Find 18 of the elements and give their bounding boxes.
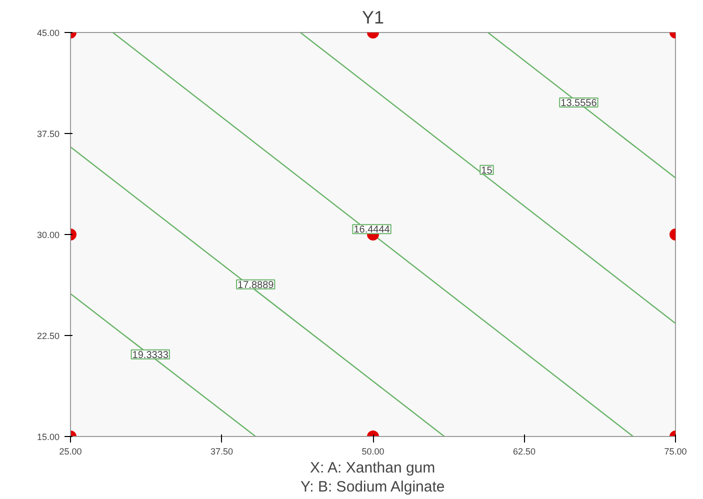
x-tick-label: 75.00 (664, 446, 687, 456)
text: Y: B: Sodium Alginate (300, 478, 445, 496)
annotation: 13.5556 (560, 98, 598, 110)
annotation: 15 (481, 165, 493, 176)
y-tick-label: 45.00 (36, 28, 60, 38)
x-tick-label: 50.00 (362, 446, 384, 456)
x-tick-label: 25.00 (59, 446, 82, 456)
y-tick-label: 22.50 (36, 331, 60, 341)
y-tick-label: 37.50 (36, 129, 60, 139)
x-axis-title: X: A: Xanthan gum (310, 460, 436, 476)
x-tick-label: 62.50 (512, 446, 536, 456)
x-tick-label: 37.50 (210, 446, 234, 456)
y-tick-label: 30.00 (36, 230, 60, 240)
annotation: 19.3333 (132, 350, 169, 361)
annotation: 16.4444 (354, 224, 390, 236)
y-tick-label: 15.00 (36, 432, 60, 442)
chart-title: Y1 (362, 8, 384, 28)
annotation: 17.8889 (238, 280, 274, 291)
